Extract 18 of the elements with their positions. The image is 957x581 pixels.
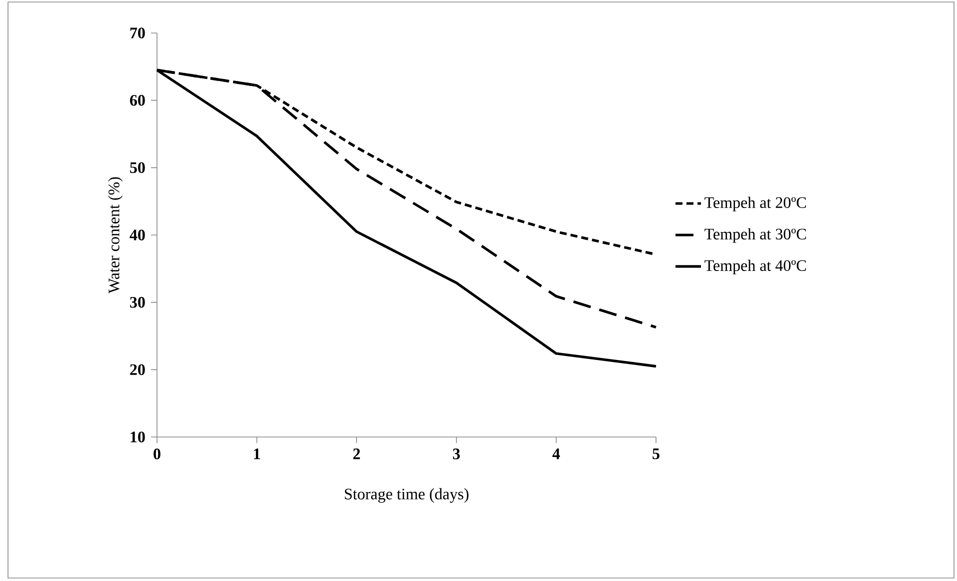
x-tick-label: 0 [154, 448, 160, 460]
x-tick-label: 4 [552, 448, 560, 460]
legend-label: Tempeh at 20ºC [704, 196, 806, 212]
x-tick-label: 1 [254, 448, 260, 460]
legend-label: Tempeh at 30ºC [704, 228, 806, 243]
x-tick-label: 3 [453, 448, 460, 460]
y-tick-label: 30 [130, 296, 145, 308]
y-axis-title: Water content (%) [108, 177, 123, 294]
x-tick-label: 5 [652, 448, 660, 460]
x-axis-title: Storage time (days) [344, 488, 468, 503]
y-tick-label: 70 [130, 28, 145, 38]
y-tick-label: 20 [130, 364, 145, 376]
y-tick-label: 10 [130, 432, 145, 442]
x-tick-label: 2 [353, 448, 360, 460]
y-tick-label: 40 [130, 230, 145, 240]
y-tick-label: 50 [130, 162, 145, 174]
legend-label: Tempeh at 40ºC [704, 260, 806, 274]
y-tick-label: 60 [130, 94, 145, 106]
